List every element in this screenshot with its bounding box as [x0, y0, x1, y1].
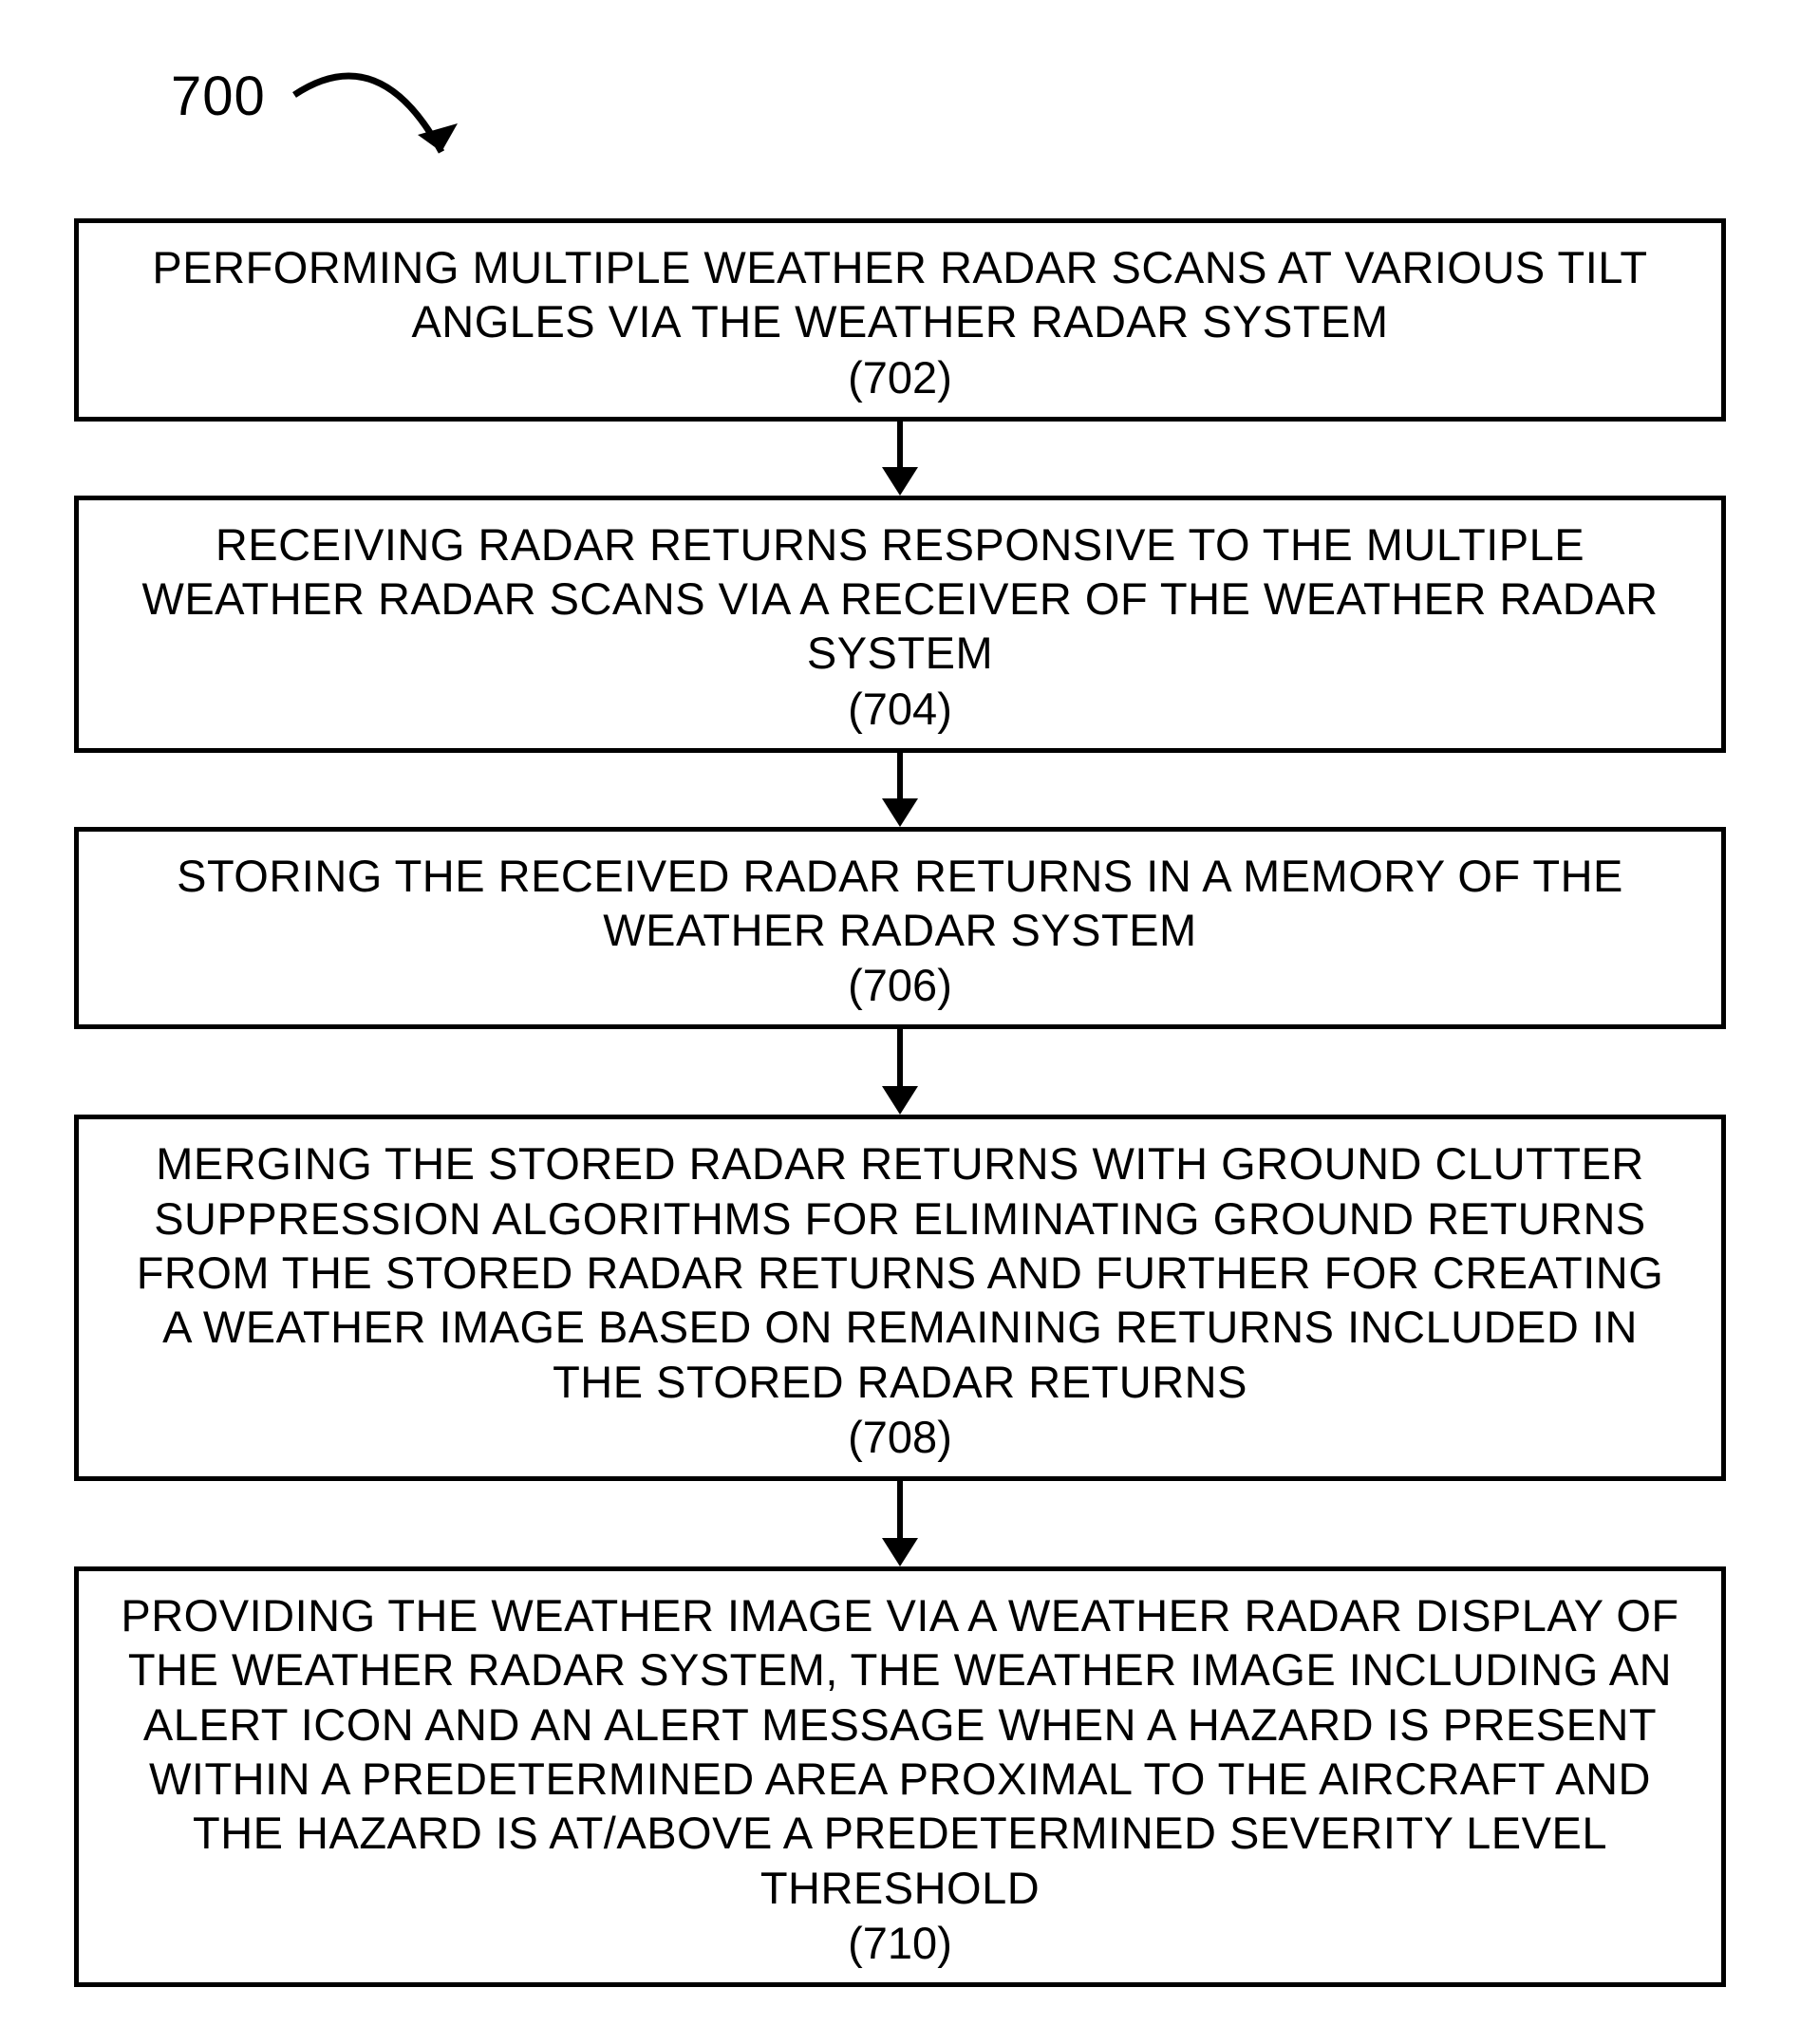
- flow-step-704: RECEIVING RADAR RETURNS RESPONSIVE TO TH…: [74, 496, 1726, 753]
- step-number: (706): [117, 959, 1683, 1011]
- arrow-down-icon: [876, 753, 924, 827]
- step-text: RECEIVING RADAR RETURNS RESPONSIVE TO TH…: [117, 517, 1683, 681]
- flow-step-706: STORING THE RECEIVED RADAR RETURNS IN A …: [74, 827, 1726, 1030]
- figure-header: 700: [57, 38, 1743, 218]
- step-number: (702): [117, 351, 1683, 403]
- flow-step-710: PROVIDING THE WEATHER IMAGE VIA A WEATHE…: [74, 1566, 1726, 1987]
- step-text: MERGING THE STORED RADAR RETURNS WITH GR…: [117, 1136, 1683, 1409]
- arrow-down-icon: [876, 422, 924, 496]
- flow-step-702: PERFORMING MULTIPLE WEATHER RADAR SCANS …: [74, 218, 1726, 422]
- flowchart: PERFORMING MULTIPLE WEATHER RADAR SCANS …: [57, 218, 1743, 1987]
- arrow-down-icon: [876, 1029, 924, 1115]
- arrow-down-icon: [876, 1481, 924, 1566]
- step-number: (710): [117, 1917, 1683, 1969]
- step-text: PERFORMING MULTIPLE WEATHER RADAR SCANS …: [117, 240, 1683, 349]
- step-text: STORING THE RECEIVED RADAR RETURNS IN A …: [117, 849, 1683, 958]
- curved-arrow-icon: [275, 47, 484, 209]
- step-number: (704): [117, 683, 1683, 735]
- flow-step-708: MERGING THE STORED RADAR RETURNS WITH GR…: [74, 1115, 1726, 1481]
- step-number: (708): [117, 1411, 1683, 1463]
- step-text: PROVIDING THE WEATHER IMAGE VIA A WEATHE…: [117, 1588, 1683, 1915]
- figure-number-label: 700: [171, 65, 266, 128]
